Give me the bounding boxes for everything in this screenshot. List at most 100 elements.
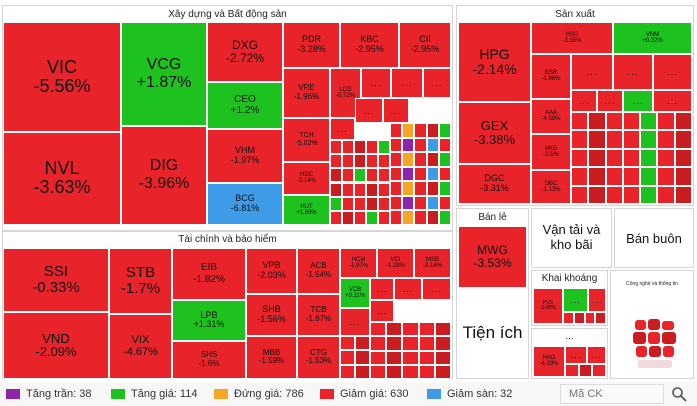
ticker-tile-dgc[interactable]: DGC -3.31% — [458, 164, 531, 204]
mini-ticker-tile[interactable] — [402, 322, 419, 337]
mini-ticker-tile[interactable] — [340, 350, 355, 365]
mini-ticker-tile[interactable] — [418, 350, 435, 365]
mini-ticker-tile[interactable] — [330, 182, 342, 197]
mini-ticker-tile[interactable] — [390, 210, 403, 225]
mini-ticker-tile[interactable] — [390, 181, 403, 196]
mini-ticker-tile[interactable] — [657, 112, 675, 131]
mini-ticker-tile[interactable] — [605, 112, 623, 131]
mini-ticker-tile[interactable] — [402, 123, 415, 138]
ticker-tile-eib[interactable]: EIB -1.82% — [172, 248, 246, 300]
mini-ticker-tile[interactable] — [402, 152, 415, 167]
mini-ticker-tile[interactable] — [588, 112, 606, 131]
mini-ticker-tile[interactable] — [370, 350, 387, 365]
stock-search-input[interactable] — [560, 384, 664, 404]
ticker-tile-collapsed[interactable]: ... — [565, 346, 587, 364]
mini-ticker-tile[interactable] — [354, 140, 366, 155]
mini-ticker-tile[interactable] — [390, 152, 403, 167]
ticker-tile-stb[interactable]: STB -1.7% — [109, 248, 172, 314]
mini-ticker-tile[interactable] — [605, 185, 623, 204]
mini-ticker-tile[interactable] — [366, 210, 378, 225]
ticker-tile-vic[interactable]: VIC -5.56% — [3, 22, 121, 132]
mini-ticker-tile[interactable] — [370, 364, 387, 380]
mini-ticker-tile[interactable] — [426, 181, 439, 196]
mini-ticker-tile[interactable] — [605, 167, 623, 186]
mini-ticker-tile[interactable] — [355, 336, 370, 351]
ticker-tile-collapsed[interactable]: ... — [330, 118, 355, 140]
sector-title[interactable]: Xây dựng và Bất động sản — [168, 9, 287, 20]
mini-ticker-tile[interactable] — [622, 148, 641, 168]
ticker-tile-lpb[interactable]: LPB +1.31% — [172, 300, 246, 341]
ticker-tile-pvs[interactable]: PVS -0.88% — [533, 288, 563, 324]
mini-ticker-tile[interactable] — [588, 148, 606, 168]
sector-tile-tien-ich[interactable]: Tiện ích — [462, 323, 523, 343]
mini-ticker-tile[interactable] — [426, 152, 439, 167]
ticker-tile-vhm[interactable]: VHM -1.97% — [207, 129, 283, 183]
mini-ticker-tile[interactable] — [438, 137, 451, 153]
mini-ticker-tile[interactable] — [370, 322, 387, 337]
mini-ticker-tile[interactable] — [622, 130, 641, 149]
ticker-tile-hag[interactable]: HAG -4.29% — [533, 346, 565, 377]
mini-ticker-tile[interactable] — [605, 148, 623, 168]
mini-ticker-tile[interactable] — [342, 196, 354, 211]
mini-ticker-tile[interactable] — [414, 137, 427, 153]
mini-ticker-tile[interactable] — [674, 130, 692, 149]
ticker-tile-tch[interactable]: TCH -5.02% — [283, 118, 330, 162]
mini-ticker-tile[interactable] — [402, 336, 419, 351]
ticker-tile-collapsed[interactable]: ... — [623, 90, 653, 112]
mini-ticker-tile[interactable] — [578, 364, 593, 377]
mini-ticker-tile[interactable] — [426, 166, 439, 182]
mini-ticker-tile[interactable] — [588, 130, 606, 149]
mini-ticker-tile[interactable] — [414, 123, 427, 138]
ticker-tile-collapsed[interactable]: ... — [423, 68, 451, 98]
mini-ticker-tile[interactable] — [657, 185, 675, 204]
ticker-tile-vre[interactable]: VRE -1.96% — [283, 68, 330, 118]
mini-ticker-tile[interactable] — [354, 196, 366, 211]
mini-ticker-tile[interactable] — [438, 123, 451, 138]
ticker-tile-collapsed[interactable]: ... — [361, 68, 391, 98]
mini-ticker-tile[interactable] — [414, 166, 427, 182]
sector-title[interactable]: Công nghệ và thông tin — [626, 281, 678, 287]
mini-ticker-tile[interactable] — [342, 182, 354, 197]
mini-ticker-tile[interactable] — [426, 210, 439, 225]
mini-ticker-tile[interactable] — [386, 350, 403, 365]
mini-ticker-tile[interactable] — [657, 167, 675, 186]
mini-ticker-tile[interactable] — [366, 168, 378, 183]
mini-ticker-tile[interactable] — [571, 130, 589, 149]
ticker-tile-collapsed[interactable]: ... — [653, 54, 692, 90]
mini-ticker-tile[interactable] — [378, 196, 390, 211]
mini-ticker-tile[interactable] — [434, 322, 451, 337]
mini-ticker-tile[interactable] — [434, 364, 451, 380]
mini-ticker-tile[interactable] — [386, 336, 403, 351]
mini-ticker-tile[interactable] — [571, 167, 589, 186]
mini-ticker-tile[interactable] — [330, 140, 342, 155]
mini-ticker-tile[interactable] — [418, 322, 435, 337]
mini-ticker-tile[interactable] — [588, 185, 606, 204]
ticker-tile-shs[interactable]: SHS -1.6% — [172, 341, 246, 379]
ticker-tile-collapsed[interactable]: ... — [355, 98, 383, 123]
mini-ticker-tile[interactable] — [438, 181, 451, 196]
ticker-tile-dbc[interactable]: DBC -1.13% — [531, 170, 571, 204]
mini-ticker-tile[interactable] — [390, 166, 403, 182]
ticker-tile-hpg[interactable]: HPG -2.14% — [458, 22, 531, 102]
ticker-tile-collapsed[interactable]: ... — [383, 98, 409, 123]
ticker-tile-collapsed[interactable]: ... — [370, 300, 394, 322]
mini-ticker-tile[interactable] — [418, 364, 435, 380]
sector-title[interactable]: ... — [565, 331, 574, 342]
ticker-tile-msb[interactable]: MSB -2.14% — [414, 248, 451, 278]
mini-ticker-tile[interactable] — [438, 210, 451, 225]
ticker-tile-collapsed[interactable]: ... — [613, 54, 653, 90]
ticker-tile-collapsed[interactable]: ... — [394, 278, 422, 300]
ticker-tile-collapsed[interactable]: ... — [571, 90, 597, 112]
mini-ticker-tile[interactable] — [378, 210, 390, 225]
mini-ticker-tile[interactable] — [354, 154, 366, 169]
mini-ticker-tile[interactable] — [355, 364, 370, 379]
mini-ticker-tile[interactable] — [622, 167, 641, 186]
sector-title[interactable]: Sản xuất — [555, 9, 595, 20]
ticker-tile-kbc[interactable]: KBC -2.95% — [340, 22, 399, 68]
mini-ticker-tile[interactable] — [640, 185, 658, 204]
mini-ticker-tile[interactable] — [355, 350, 370, 365]
sector-title[interactable]: Khai khoáng — [541, 273, 598, 284]
mini-ticker-tile[interactable] — [402, 364, 419, 380]
ticker-tile-collapsed[interactable]: ... — [422, 278, 451, 300]
ticker-tile-collapsed[interactable]: ... — [597, 90, 623, 112]
